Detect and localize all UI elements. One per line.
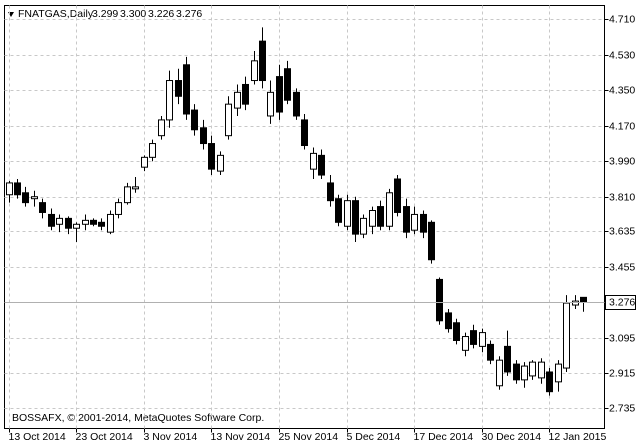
y-tick-label: 3.455 [609, 261, 635, 273]
candle-body [14, 182, 21, 196]
candle-body [132, 186, 139, 190]
candle-body [191, 109, 198, 131]
x-tick-label: 12 Jan 2015 [549, 431, 607, 443]
candle-body [470, 330, 477, 345]
candle-body [166, 80, 173, 121]
ohlc-value: 3.300 [120, 8, 146, 20]
candle-body [411, 213, 418, 231]
candle-body [572, 300, 579, 306]
chart-title: FNATGAS,Daily [18, 8, 94, 20]
candle-body [6, 182, 13, 196]
candle-body [580, 296, 587, 303]
candle-body [310, 152, 317, 170]
candle-body [318, 154, 325, 176]
candle-body [259, 40, 266, 82]
y-tick-label: 3.990 [609, 155, 635, 167]
candle-body [149, 143, 156, 158]
candle-body [352, 200, 359, 235]
candle-body [22, 192, 29, 204]
candle-body [234, 91, 241, 109]
candle-body [82, 219, 89, 225]
candle-body [428, 221, 435, 261]
ohlc-value: 3.299 [92, 8, 118, 20]
last-price-box [605, 295, 636, 310]
candle-body [335, 198, 342, 223]
ohlc-value: 3.226 [148, 8, 174, 20]
candle-body [217, 154, 224, 172]
candle-body [555, 363, 562, 383]
ohlc-value: 3.276 [176, 8, 202, 20]
candle-body [479, 332, 486, 347]
candle-body [394, 178, 401, 213]
candle-body [200, 127, 207, 145]
x-tick-label: 23 Oct 2014 [76, 431, 133, 443]
candle-body [39, 202, 46, 213]
candle-body [327, 182, 334, 202]
candle-body [301, 119, 308, 147]
candle-body [141, 156, 148, 168]
candle-body [90, 219, 97, 225]
y-tick-label: 3.095 [609, 332, 635, 344]
candle-body [293, 91, 300, 117]
candle-body [267, 91, 274, 117]
candle-body [513, 363, 520, 381]
candle-body [462, 336, 469, 351]
candle-body [453, 322, 460, 341]
candle-body [420, 213, 427, 233]
candle-body [504, 345, 511, 373]
candle-body [546, 371, 553, 393]
candle-body [242, 83, 249, 105]
y-tick-label: 4.170 [609, 120, 635, 132]
candle-body [538, 361, 545, 379]
candle-body [158, 119, 165, 137]
candle-body [496, 359, 503, 387]
y-tick-label: 4.350 [609, 84, 635, 96]
candle-body [65, 217, 72, 229]
candle-body [521, 365, 528, 381]
candle-body [436, 278, 443, 322]
candle-body [124, 186, 131, 204]
y-tick-label: 3.810 [609, 191, 635, 203]
y-tick-label: 4.710 [609, 13, 635, 25]
candle-body [529, 361, 536, 377]
watermark: BOSSAFX, © 2001-2014, MetaQuotes Softwar… [12, 412, 264, 424]
candle-body [360, 217, 367, 235]
last-price-label: 3.276 [609, 296, 635, 308]
x-tick-label: 25 Nov 2014 [279, 431, 339, 443]
candle-body [107, 213, 114, 233]
candle-body [56, 217, 63, 225]
candle-body [403, 206, 410, 233]
y-tick-label: 2.915 [609, 367, 635, 379]
candle-body [225, 103, 232, 137]
x-tick-label: 13 Nov 2014 [211, 431, 271, 443]
candle-body [175, 80, 182, 97]
candle-body [208, 143, 215, 170]
candle-body [487, 343, 494, 361]
candle-body [377, 206, 384, 227]
x-tick-label: 5 Dec 2014 [347, 431, 401, 443]
candle-body [31, 196, 38, 200]
candle-body [445, 312, 452, 330]
x-tick-label: 13 Oct 2014 [9, 431, 66, 443]
candle-body [276, 76, 283, 113]
candle-body [115, 202, 122, 215]
candle-body [73, 223, 80, 229]
candle-body [344, 200, 351, 227]
candle-body [98, 221, 105, 227]
candle-body [386, 192, 393, 227]
x-tick-label: 30 Dec 2014 [482, 431, 542, 443]
candle-body [48, 213, 55, 227]
y-tick-label: 2.735 [609, 402, 635, 414]
y-tick-label: 4.530 [609, 49, 635, 61]
candle-body [251, 60, 258, 82]
x-tick-label: 17 Dec 2014 [414, 431, 474, 443]
y-tick-label: 3.635 [609, 225, 635, 237]
candle-body [369, 210, 376, 227]
x-tick-label: 3 Nov 2014 [144, 431, 198, 443]
candle-body [284, 68, 291, 101]
candle-body [183, 64, 190, 115]
candle-body [563, 302, 570, 369]
